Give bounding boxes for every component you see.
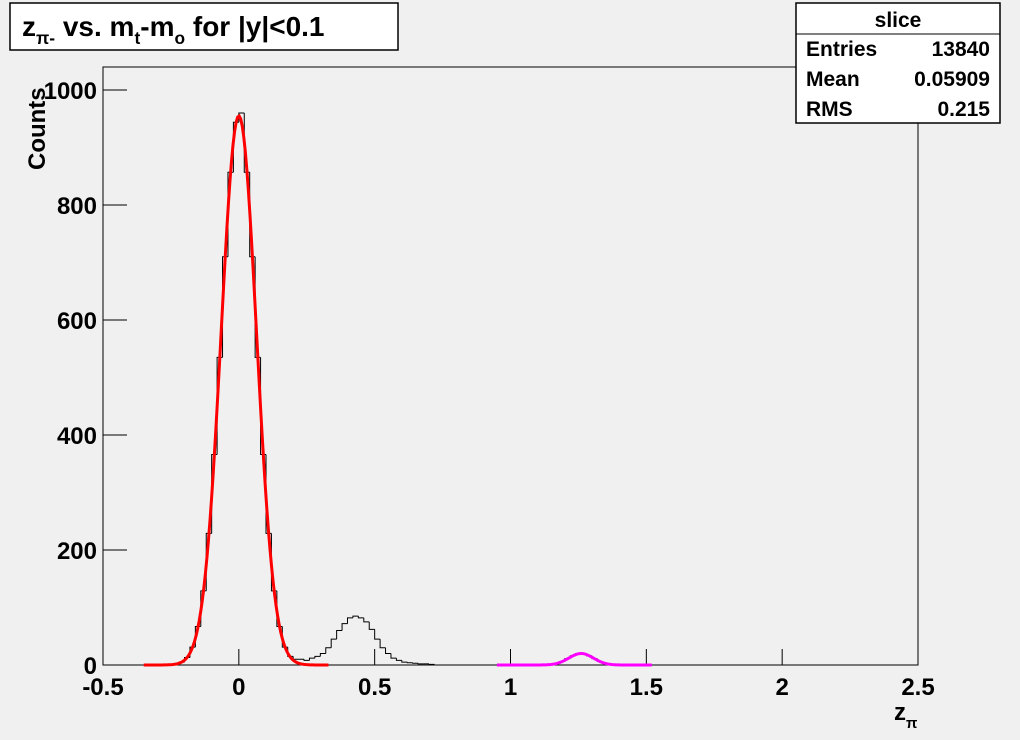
histogram-bin <box>374 629 381 640</box>
x-tick-label: -0.5 <box>82 674 123 701</box>
y-tick-label: 0 <box>84 653 97 680</box>
text-part: z <box>894 699 906 726</box>
histogram-bin <box>341 623 348 631</box>
histogram-bin <box>363 617 370 623</box>
histogram-bin <box>385 647 391 654</box>
stats-label: Entries <box>806 38 877 61</box>
histogram-bin <box>325 647 332 654</box>
text-part: o <box>174 28 185 48</box>
y-tick-label: 400 <box>57 423 97 450</box>
x-tick-label: 2 <box>775 674 788 701</box>
histogram-bin <box>303 659 310 661</box>
y-tick-label: 200 <box>57 538 97 565</box>
text-part: z <box>22 11 36 42</box>
fit-curve <box>143 113 329 667</box>
x-tick-label: 1 <box>504 674 517 701</box>
stats-label: RMS <box>806 98 853 121</box>
histogram-bin <box>433 664 440 666</box>
histogram-bin <box>406 662 413 664</box>
text-part: π <box>906 716 917 732</box>
histogram-bin <box>308 657 315 661</box>
y-tick-label: 600 <box>57 308 97 335</box>
x-tick-label: 0.5 <box>358 674 391 701</box>
text-part: for |y|<0.1 <box>185 11 324 42</box>
histogram-bin <box>352 615 359 618</box>
histogram-bin <box>412 662 419 664</box>
histogram-bin <box>336 630 343 640</box>
histogram-bin <box>238 112 245 123</box>
histogram-bin <box>390 653 397 659</box>
text-part: -m <box>140 11 174 42</box>
histogram-bin <box>368 621 375 630</box>
stats-value: 0.05909 <box>914 68 990 91</box>
x-tick-label: 1.5 <box>630 674 663 701</box>
histogram-bin <box>401 660 408 663</box>
x-tick-label: 2.5 <box>901 674 934 701</box>
text-part: vs. m <box>55 11 134 42</box>
histogram-bin <box>330 638 337 648</box>
histogram-bin <box>357 616 364 619</box>
stats-value: 0.215 <box>937 98 990 121</box>
text-part: t <box>134 28 140 48</box>
histogram-bin <box>417 663 424 665</box>
chart-title: zπ- vs. mt-mo for |y|<0.1 <box>22 11 325 48</box>
histogram-bin <box>347 617 353 624</box>
histogram-bin <box>314 655 321 659</box>
y-axis-label: Counts <box>24 87 51 170</box>
y-tick-label: 1000 <box>44 78 97 105</box>
stats-box <box>795 2 1001 124</box>
x-axis-label: zπ <box>894 699 917 732</box>
histogram-bin <box>428 663 435 665</box>
text-part: π- <box>36 28 55 48</box>
stats-title: slice <box>875 9 922 32</box>
histogram-bin <box>319 653 326 657</box>
stats-value: 13840 <box>932 38 990 61</box>
histogram-bin <box>379 639 386 649</box>
stats-label: Mean <box>806 68 860 91</box>
title-box <box>9 2 399 51</box>
x-tick-label: 0 <box>232 674 245 701</box>
fit-curve <box>496 651 652 667</box>
y-tick-label: 800 <box>57 193 97 220</box>
histogram-bin <box>395 658 402 661</box>
